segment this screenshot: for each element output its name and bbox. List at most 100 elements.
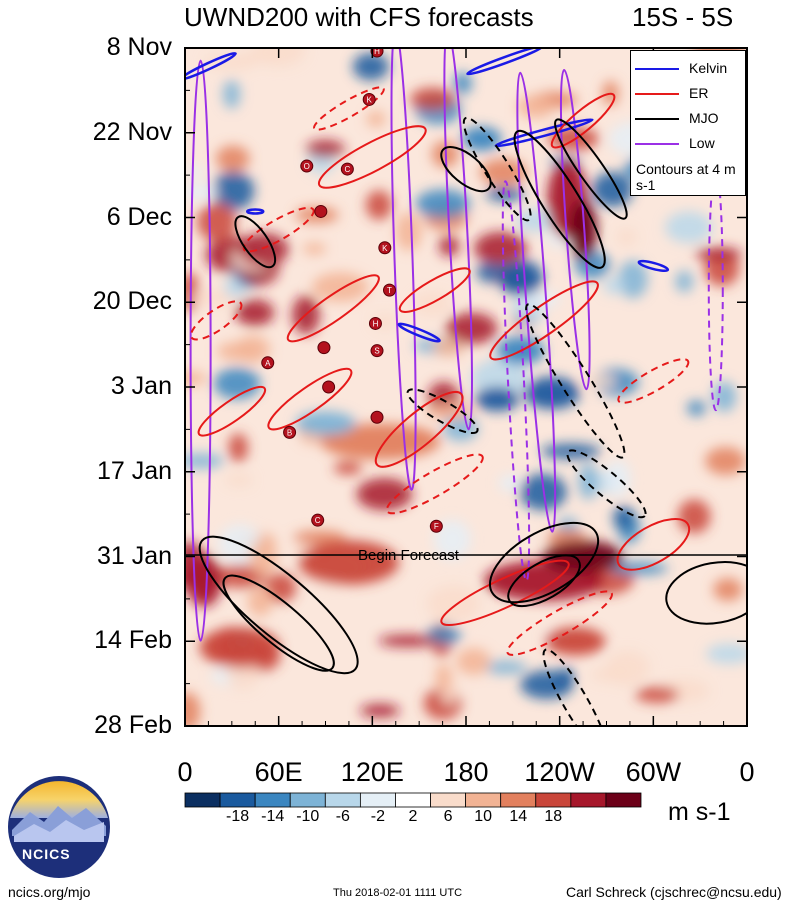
x-tick-label: 0 bbox=[177, 757, 193, 787]
legend-label: Low bbox=[689, 135, 715, 151]
wave-contour bbox=[525, 303, 626, 459]
anomaly-blob bbox=[483, 660, 527, 675]
wave-contours bbox=[185, 48, 747, 726]
storm-circle bbox=[370, 410, 384, 424]
wave-contour bbox=[513, 129, 606, 269]
storm-circle bbox=[383, 283, 397, 297]
anomaly-blob bbox=[212, 171, 255, 211]
colorbar-tick-label: 6 bbox=[443, 808, 453, 825]
anomaly-blob bbox=[479, 158, 527, 186]
anomaly-blob bbox=[228, 433, 248, 463]
anomaly-blob bbox=[215, 145, 250, 172]
wave-contour bbox=[246, 208, 265, 215]
anomaly-blob bbox=[705, 447, 746, 475]
storm-marker: B bbox=[283, 425, 297, 439]
wave-contour bbox=[374, 390, 464, 468]
storm-marker: O bbox=[300, 159, 314, 173]
wave-contour bbox=[637, 259, 670, 273]
anomaly-core bbox=[320, 423, 441, 460]
colorbar-tick-label: -18 bbox=[226, 808, 250, 825]
legend-note: Contours at 4 m s-1 bbox=[636, 161, 736, 193]
wave-contour bbox=[385, 453, 484, 515]
storm-label: S bbox=[374, 347, 379, 356]
legend-label: MJO bbox=[689, 110, 719, 126]
anomaly-blob bbox=[225, 473, 253, 487]
logo-text: NCICS bbox=[22, 846, 71, 862]
colorbar-box bbox=[500, 792, 537, 808]
storm-label: K bbox=[382, 244, 388, 253]
y-tick-label: 28 Feb bbox=[94, 711, 172, 739]
wave-contour bbox=[185, 51, 237, 81]
wave-contour bbox=[462, 116, 532, 222]
anomaly-blob bbox=[713, 578, 743, 601]
wave-contour bbox=[559, 68, 591, 391]
wave-contour bbox=[406, 388, 479, 435]
anomaly-blob bbox=[712, 381, 737, 412]
storm-marker: C bbox=[311, 513, 325, 527]
anomaly-blob bbox=[613, 505, 634, 531]
anomaly-blob bbox=[675, 270, 694, 293]
storm-label: H bbox=[373, 319, 379, 328]
wave-contour bbox=[222, 574, 335, 672]
storm-label: K bbox=[367, 95, 373, 104]
anomaly-blob bbox=[581, 374, 617, 389]
y-tick-label: 22 Nov bbox=[92, 117, 172, 146]
anomaly-blob bbox=[366, 110, 386, 128]
anomaly-blob bbox=[592, 172, 633, 207]
colorbar-tick-label: 18 bbox=[544, 808, 563, 825]
wave-contour bbox=[466, 48, 544, 76]
x-tick-label: 0 bbox=[739, 757, 755, 787]
storm-marker: A bbox=[261, 356, 275, 370]
anomaly-blob bbox=[305, 140, 345, 158]
wave-contour bbox=[665, 561, 747, 625]
wave-contour bbox=[397, 322, 441, 343]
wave-contour bbox=[197, 385, 267, 437]
y-tick-label: 31 Jan bbox=[96, 541, 172, 570]
storm-marker: T bbox=[383, 283, 397, 297]
y-tick-label: 14 Feb bbox=[94, 626, 172, 655]
begin-forecast-label: Begin Forecast bbox=[358, 547, 459, 564]
anomaly-blob bbox=[616, 228, 637, 247]
y-tick-label: 17 Jan bbox=[96, 456, 172, 485]
colorbar bbox=[184, 792, 642, 808]
wave-contour bbox=[286, 274, 380, 343]
anomaly-blob bbox=[333, 461, 363, 475]
wave-contour bbox=[267, 367, 353, 431]
footer-url[interactable]: ncics.org/mjo bbox=[8, 884, 91, 900]
anomaly-blob bbox=[435, 663, 452, 692]
colorbar-box bbox=[359, 792, 396, 808]
storm-circle bbox=[317, 341, 331, 355]
anomaly-blob bbox=[677, 499, 711, 534]
anomaly-blob bbox=[237, 50, 283, 63]
wave-contour bbox=[440, 146, 492, 193]
wave-contour bbox=[440, 559, 570, 627]
anomaly-blob bbox=[293, 530, 347, 546]
storm-label: B bbox=[287, 428, 292, 437]
wave-contour bbox=[501, 180, 531, 582]
anomaly-core bbox=[298, 540, 399, 585]
anomaly-blob bbox=[247, 586, 273, 617]
anomaly-blob bbox=[191, 290, 237, 307]
wave-contour bbox=[398, 267, 471, 313]
anomaly-blob bbox=[456, 647, 491, 676]
colorbar-box bbox=[430, 792, 467, 808]
storm-marker bbox=[370, 410, 384, 424]
anomaly-blob bbox=[590, 667, 627, 683]
anomaly-blob bbox=[665, 211, 713, 244]
x-tick-label: 120E bbox=[340, 757, 404, 787]
anomaly-blob bbox=[604, 459, 631, 498]
legend-label: Kelvin bbox=[689, 60, 728, 76]
chart-subtitle: 15S - 5S bbox=[632, 2, 734, 32]
anomaly-blob bbox=[410, 87, 455, 111]
legend-swatch bbox=[635, 118, 679, 120]
storm-circle bbox=[370, 48, 384, 58]
legend-swatch bbox=[635, 93, 679, 95]
anomaly-blob bbox=[302, 242, 327, 255]
anomaly-blob bbox=[618, 260, 648, 299]
storm-label: C bbox=[315, 516, 321, 525]
storm-marker: F bbox=[429, 519, 443, 533]
storm-circle bbox=[368, 316, 382, 330]
x-tick-label: 60E bbox=[254, 757, 303, 787]
storm-circle bbox=[314, 204, 328, 218]
storm-label: H bbox=[374, 47, 380, 56]
